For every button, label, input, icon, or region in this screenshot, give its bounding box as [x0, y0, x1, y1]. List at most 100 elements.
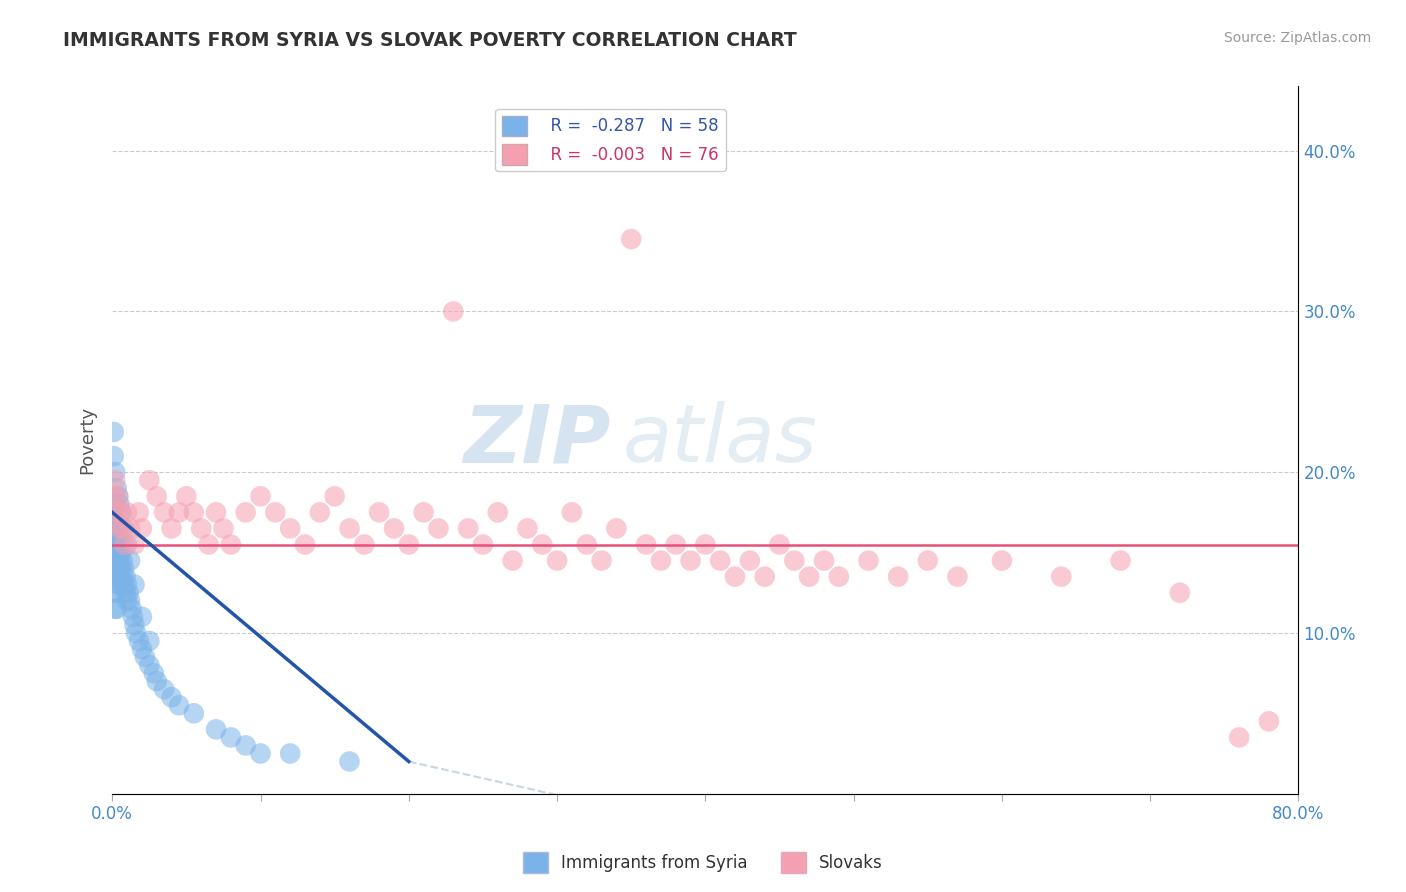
Point — [142, 666, 165, 681]
Point — [502, 553, 524, 567]
Point — [828, 569, 851, 583]
Point — [339, 521, 361, 535]
Point — [110, 545, 132, 559]
Point — [695, 537, 717, 551]
Point — [115, 537, 138, 551]
Point — [112, 577, 135, 591]
Point — [339, 755, 361, 769]
Point — [115, 594, 138, 608]
Point — [235, 505, 257, 519]
Point — [813, 553, 835, 567]
Point — [115, 577, 138, 591]
Point — [105, 553, 128, 567]
Point — [112, 561, 135, 575]
Point — [650, 553, 672, 567]
Legend:   R =  -0.287   N = 58,   R =  -0.003   N = 76: R = -0.287 N = 58, R = -0.003 N = 76 — [495, 109, 725, 171]
Point — [235, 739, 257, 753]
Point — [122, 610, 145, 624]
Point — [858, 553, 880, 567]
Point — [104, 529, 127, 543]
Point — [323, 489, 346, 503]
Point — [1109, 553, 1132, 567]
Point — [575, 537, 598, 551]
Point — [105, 537, 128, 551]
Point — [128, 505, 150, 519]
Point — [104, 569, 127, 583]
Point — [110, 505, 132, 519]
Point — [104, 465, 127, 479]
Point — [124, 618, 146, 632]
Point — [110, 561, 132, 575]
Point — [219, 537, 242, 551]
Point — [111, 521, 134, 535]
Point — [738, 553, 761, 567]
Point — [205, 505, 228, 519]
Text: atlas: atlas — [623, 401, 817, 479]
Text: IMMIGRANTS FROM SYRIA VS SLOVAK POVERTY CORRELATION CHART: IMMIGRANTS FROM SYRIA VS SLOVAK POVERTY … — [63, 31, 797, 50]
Point — [197, 537, 219, 551]
Point — [103, 489, 125, 503]
Point — [605, 521, 627, 535]
Point — [382, 521, 405, 535]
Point — [103, 521, 125, 535]
Point — [115, 505, 138, 519]
Point — [783, 553, 806, 567]
Point — [134, 650, 156, 665]
Point — [887, 569, 910, 583]
Point — [107, 529, 129, 543]
Point — [103, 537, 125, 551]
Point — [212, 521, 235, 535]
Point — [591, 553, 613, 567]
Point — [153, 505, 176, 519]
Point — [110, 577, 132, 591]
Point — [754, 569, 776, 583]
Point — [665, 537, 688, 551]
Point — [105, 602, 128, 616]
Point — [118, 594, 141, 608]
Point — [620, 232, 643, 246]
Point — [917, 553, 939, 567]
Point — [107, 489, 129, 503]
Point — [294, 537, 316, 551]
Point — [145, 674, 167, 689]
Point — [799, 569, 821, 583]
Point — [205, 723, 228, 737]
Point — [121, 602, 143, 616]
Point — [124, 537, 146, 551]
Point — [398, 537, 420, 551]
Point — [412, 505, 434, 519]
Point — [145, 489, 167, 503]
Text: Source: ZipAtlas.com: Source: ZipAtlas.com — [1223, 31, 1371, 45]
Point — [946, 569, 969, 583]
Point — [118, 553, 141, 567]
Point — [104, 473, 127, 487]
Point — [1227, 731, 1250, 745]
Point — [991, 553, 1014, 567]
Point — [111, 569, 134, 583]
Point — [634, 537, 657, 551]
Point — [108, 553, 131, 567]
Point — [105, 569, 128, 583]
Point — [114, 569, 136, 583]
Point — [138, 473, 160, 487]
Point — [107, 489, 129, 503]
Point — [105, 585, 128, 599]
Point — [112, 537, 135, 551]
Point — [108, 569, 131, 583]
Point — [219, 731, 242, 745]
Point — [104, 553, 127, 567]
Legend: Immigrants from Syria, Slovaks: Immigrants from Syria, Slovaks — [516, 846, 890, 880]
Point — [118, 521, 141, 535]
Point — [108, 497, 131, 511]
Point — [1050, 569, 1073, 583]
Point — [107, 545, 129, 559]
Point — [104, 513, 127, 527]
Point — [249, 489, 271, 503]
Point — [167, 698, 190, 713]
Point — [183, 505, 205, 519]
Point — [138, 634, 160, 648]
Point — [131, 610, 153, 624]
Point — [103, 553, 125, 567]
Point — [516, 521, 538, 535]
Point — [160, 690, 183, 705]
